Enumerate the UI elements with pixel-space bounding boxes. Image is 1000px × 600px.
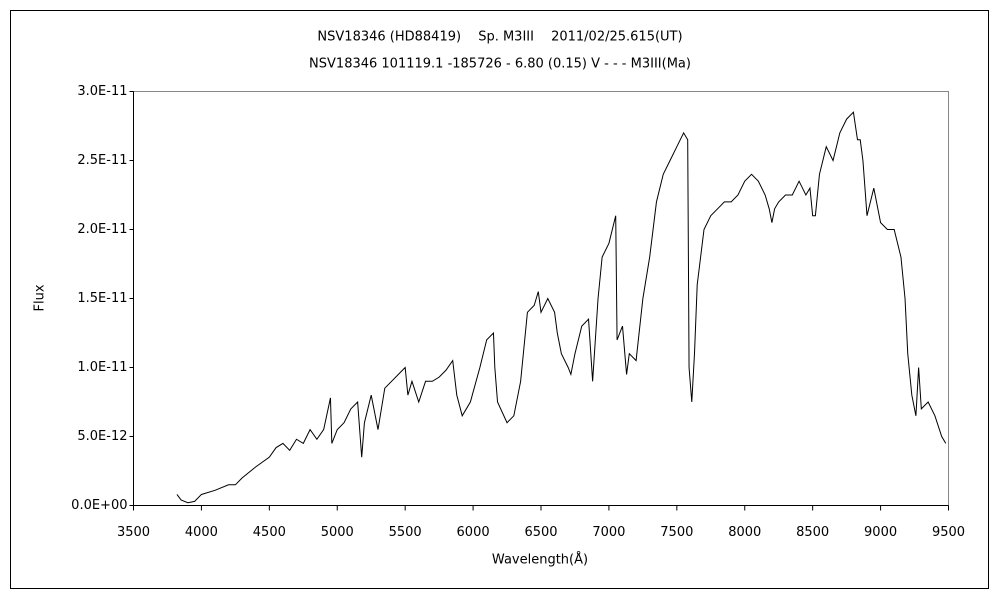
x-tick-label: 7000 [592,525,625,540]
y-tick-label: 2.0E-11 [77,222,127,237]
y-tick-label: 3.0E-11 [77,84,127,99]
y-tick-label: 0.0E+00 [71,498,127,513]
x-tick-label: 9000 [864,525,897,540]
y-tick-label: 2.5E-11 [77,153,127,168]
x-tick-label: 5500 [389,525,422,540]
y-tick-label: 1.5E-11 [77,291,127,306]
spectrum-line [176,111,947,504]
y-tick-label: 1.0E-11 [77,360,127,375]
x-tick-label: 9500 [932,525,965,540]
x-tick-label: 8000 [728,525,761,540]
chart-title: NSV18346 (HD88419) Sp. M3III 2011/02/25.… [317,30,682,45]
x-tick-label: 4000 [185,525,218,540]
x-tick-label: 7500 [660,525,693,540]
chart-frame [10,10,989,589]
x-tick-label: 8500 [796,525,829,540]
y-axis-label: Flux [33,284,48,311]
x-axis-label: Wavelength(Å) [492,552,588,568]
y-tick-label: 5.0E-12 [77,429,127,444]
x-tick-label: 4500 [253,525,286,540]
x-tick-label: 6500 [524,525,557,540]
x-tick-label: 5000 [321,525,354,540]
chart-subtitle: NSV18346 101119.1 -185726 - 6.80 (0.15) … [309,57,691,72]
x-tick-label: 6000 [457,525,490,540]
x-tick-label: 3500 [117,525,150,540]
